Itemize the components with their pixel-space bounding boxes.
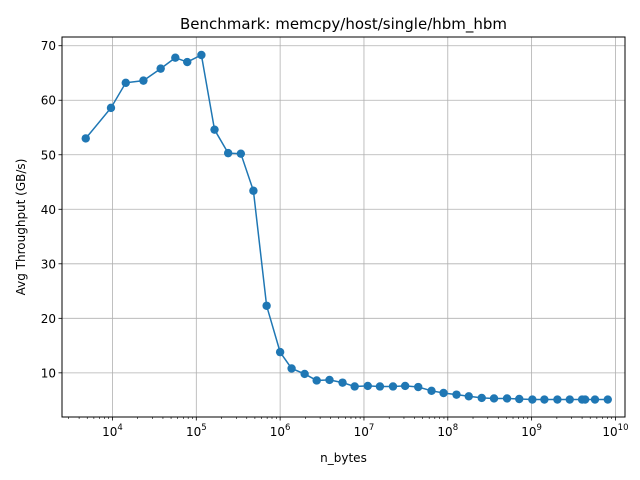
data-point	[197, 50, 206, 60]
data-point	[156, 64, 165, 73]
data-point	[363, 381, 372, 391]
data-point	[489, 394, 499, 403]
data-point	[439, 388, 448, 398]
y-tick-label: 30	[41, 257, 56, 271]
data-point	[210, 125, 219, 134]
data-point	[287, 364, 296, 373]
data-point	[375, 382, 385, 391]
x-tick-label: 109	[521, 423, 542, 439]
y-tick-label: 20	[41, 312, 56, 326]
data-point	[515, 394, 524, 404]
data-point	[502, 394, 512, 403]
data-point	[590, 395, 600, 404]
series-layer	[81, 50, 612, 404]
x-tick-label: 104	[102, 423, 123, 439]
data-point	[565, 395, 574, 404]
data-point	[427, 386, 436, 396]
data-point	[171, 53, 180, 62]
data-point	[477, 393, 486, 403]
x-tick-label: 105	[186, 423, 207, 439]
data-point	[553, 395, 562, 404]
data-point	[262, 301, 271, 310]
x-tick-label: 107	[354, 423, 375, 439]
data-point	[121, 78, 130, 87]
data-point	[464, 392, 473, 401]
data-point	[249, 186, 258, 195]
y-tick-label: 10	[41, 366, 56, 380]
x-tick-label: 1010	[602, 423, 628, 439]
data-point	[452, 390, 461, 399]
y-tick-label: 50	[41, 148, 56, 162]
data-point	[350, 382, 359, 391]
x-axis-label: n_bytes	[320, 451, 367, 465]
data-point	[580, 395, 590, 404]
data-point	[275, 347, 285, 357]
y-tick-label: 40	[41, 203, 56, 217]
data-point	[183, 57, 192, 67]
data-point	[106, 103, 116, 113]
data-point	[400, 381, 410, 391]
y-tick-label: 60	[41, 94, 56, 108]
data-point	[300, 369, 309, 379]
data-point	[236, 149, 246, 158]
data-point	[603, 395, 612, 404]
data-point	[338, 378, 347, 387]
data-point	[540, 395, 549, 404]
data-point	[325, 375, 334, 385]
y-tick-label: 70	[41, 39, 56, 53]
data-point	[388, 382, 398, 391]
data-point	[223, 148, 233, 158]
x-tick-label: 108	[437, 423, 458, 439]
data-point	[81, 134, 90, 143]
data-point	[414, 382, 423, 392]
chart-title: Benchmark: memcpy/host/single/hbm_hbm	[180, 15, 507, 34]
grid	[62, 37, 625, 417]
data-point	[139, 76, 148, 85]
data-point	[312, 376, 321, 385]
plot-frame	[61, 36, 626, 418]
x-tick-label: 106	[270, 423, 291, 439]
y-axis-label: Avg Throughput (GB/s)	[14, 159, 28, 296]
data-point	[528, 395, 537, 404]
